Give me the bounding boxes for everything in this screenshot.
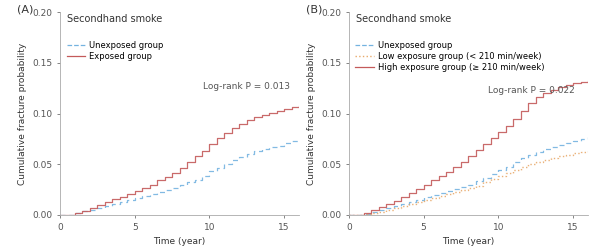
Text: (A): (A) [17,4,34,14]
Text: Log-rank P = 0.022: Log-rank P = 0.022 [488,86,574,95]
Legend: Unexposed group, Exposed group: Unexposed group, Exposed group [67,41,163,61]
Text: Log-rank P = 0.013: Log-rank P = 0.013 [203,82,290,91]
Text: Secondhand smoke: Secondhand smoke [356,14,451,24]
X-axis label: Time (year): Time (year) [154,237,206,246]
X-axis label: Time (year): Time (year) [442,237,494,246]
Text: (B): (B) [306,4,322,14]
Y-axis label: Cumulative fracture probability: Cumulative fracture probability [307,42,316,185]
Y-axis label: Cumulative fracture probability: Cumulative fracture probability [17,42,26,185]
Legend: Unexposed group, Low exposure group (< 210 min/week), High exposure group (≥ 210: Unexposed group, Low exposure group (< 2… [355,41,544,72]
Text: Secondhand smoke: Secondhand smoke [67,14,163,24]
